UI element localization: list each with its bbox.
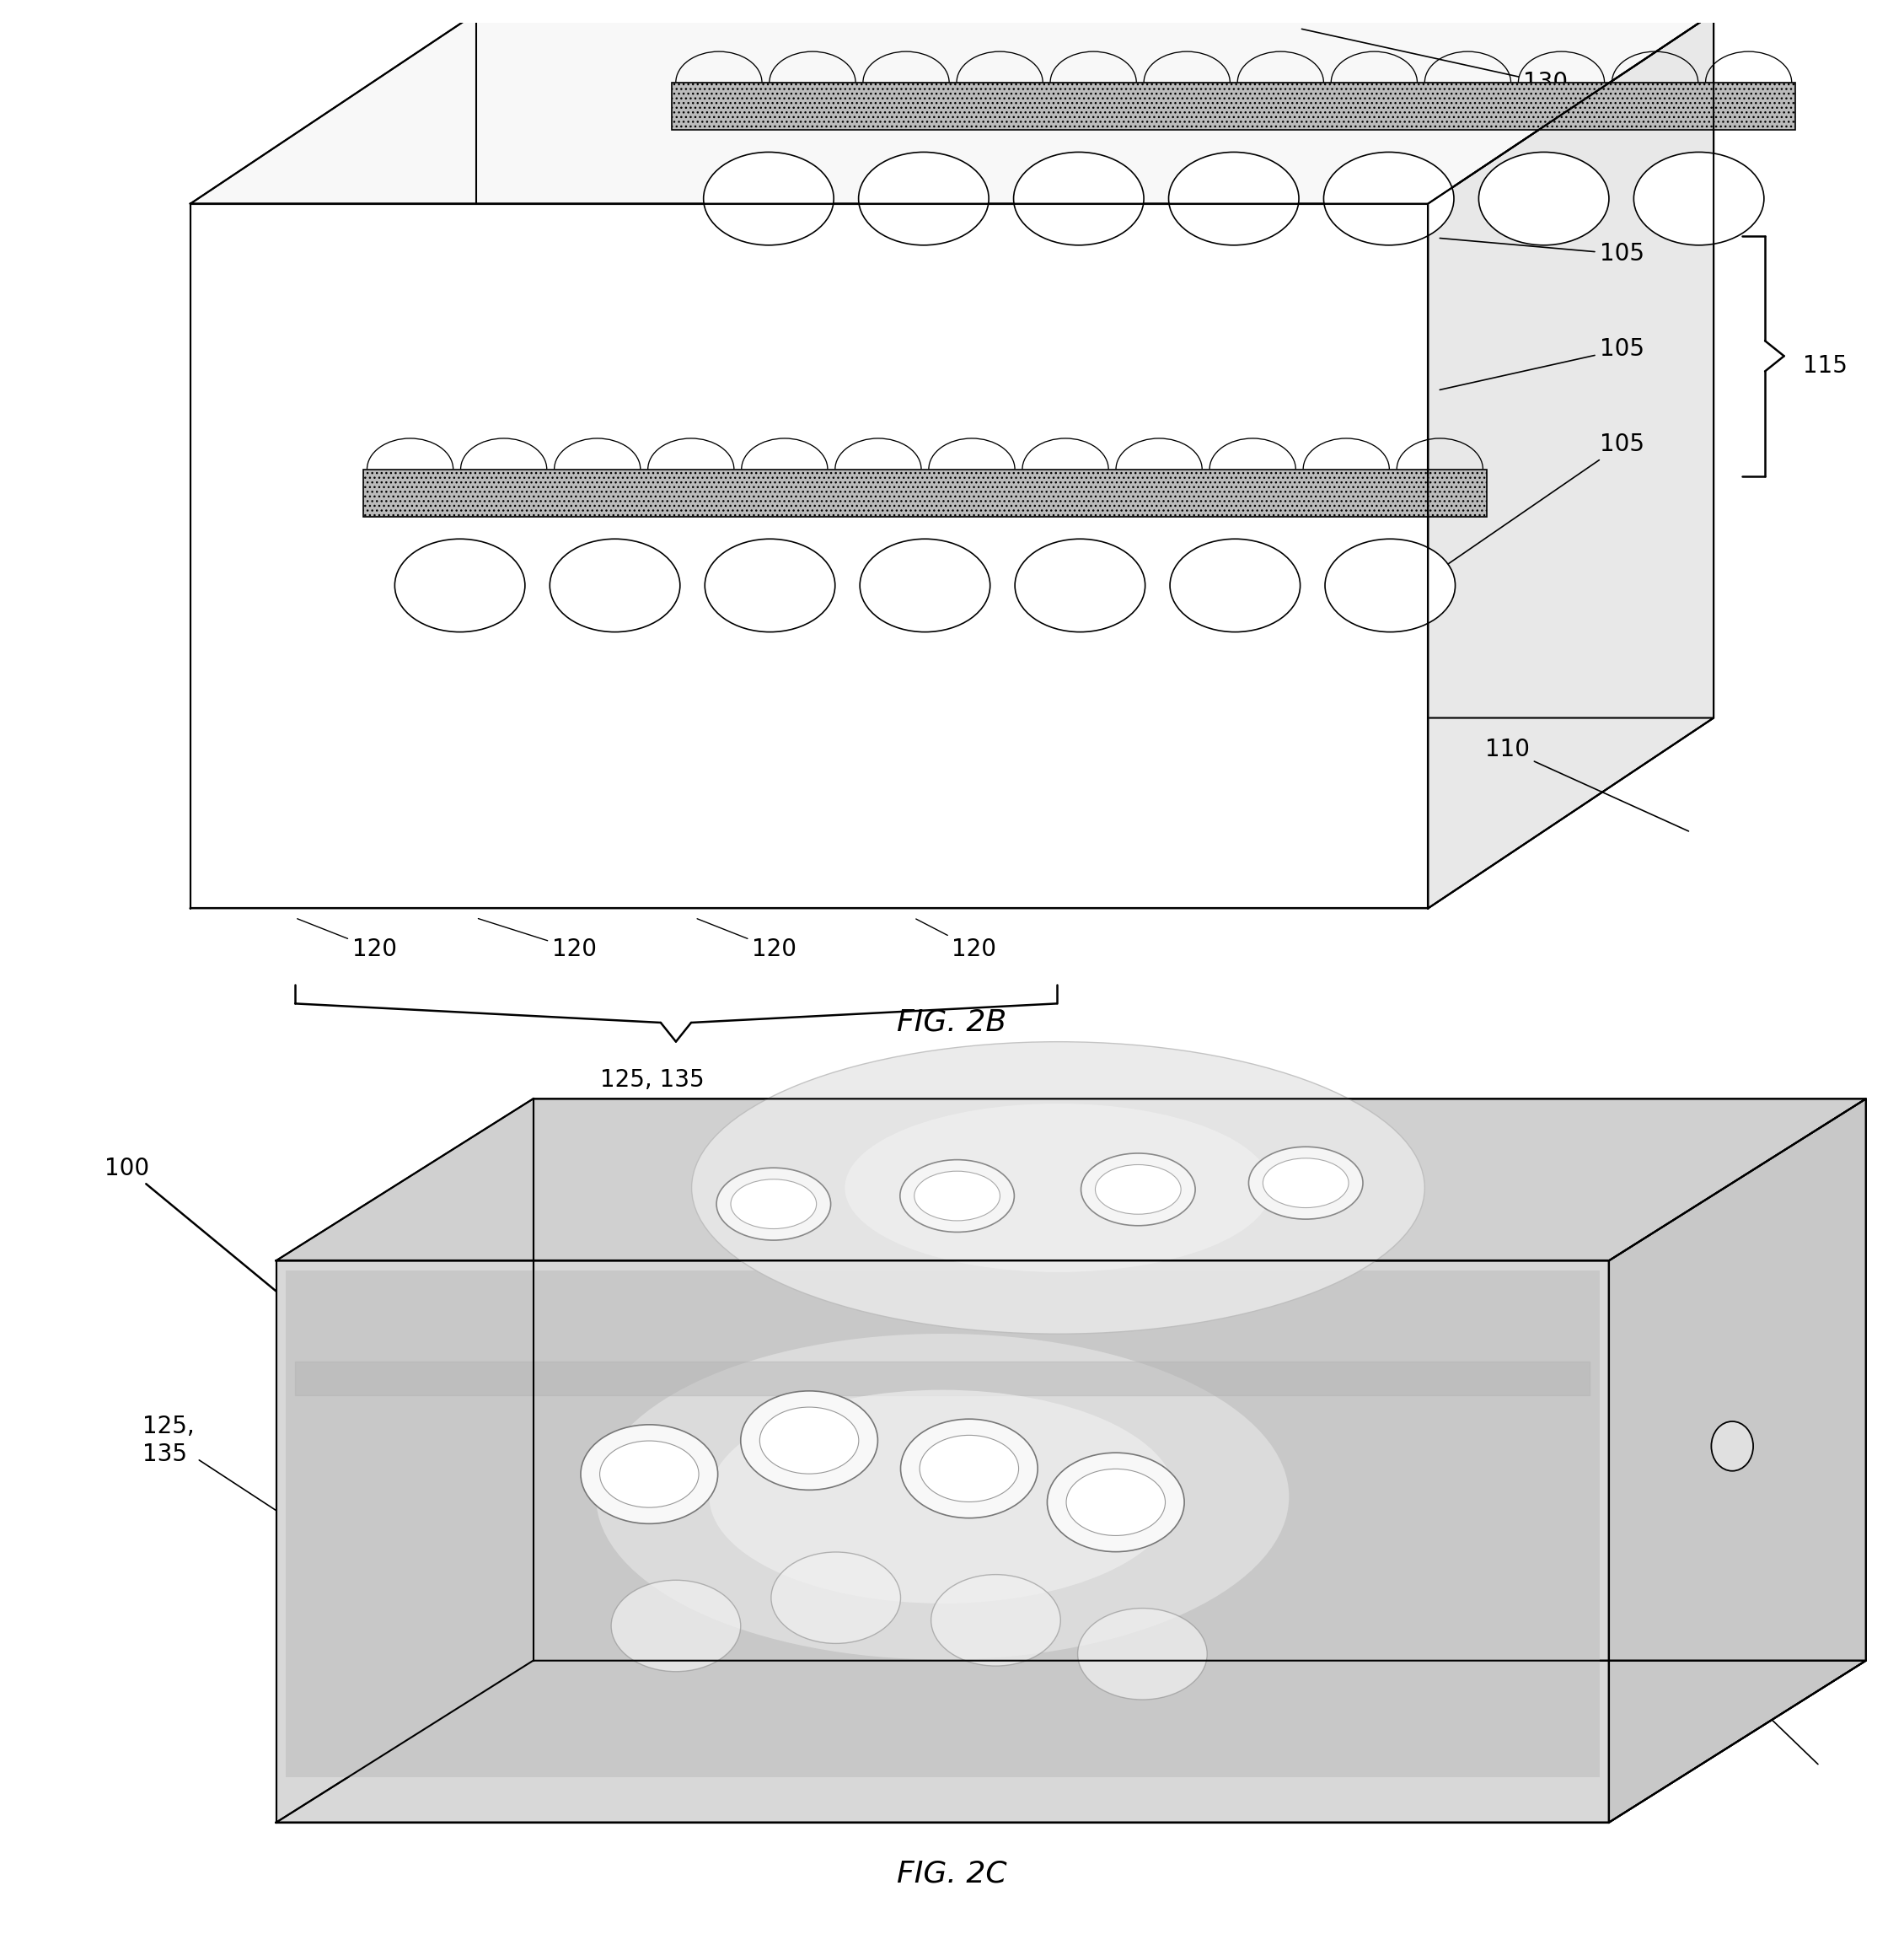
Ellipse shape — [901, 1420, 1038, 1517]
Ellipse shape — [703, 152, 834, 246]
Text: 120: 120 — [697, 918, 796, 961]
Ellipse shape — [1325, 538, 1455, 632]
Text: 105: 105 — [476, 1531, 674, 1609]
Ellipse shape — [550, 538, 680, 632]
Text: 105: 105 — [885, 1174, 1019, 1246]
Text: 120: 120 — [478, 918, 596, 961]
Text: FIG. 2C: FIG. 2C — [897, 1860, 1007, 1888]
Ellipse shape — [611, 1580, 741, 1671]
Text: 115a: 115a — [1656, 1205, 1750, 1314]
Ellipse shape — [914, 1172, 1000, 1221]
Ellipse shape — [708, 1390, 1175, 1603]
Ellipse shape — [1081, 1152, 1196, 1227]
Polygon shape — [190, 14, 1714, 203]
Ellipse shape — [920, 1435, 1019, 1502]
Polygon shape — [276, 1098, 1866, 1260]
Ellipse shape — [731, 1180, 817, 1228]
Ellipse shape — [1634, 152, 1763, 246]
Ellipse shape — [1323, 152, 1455, 246]
Ellipse shape — [691, 1041, 1424, 1334]
Ellipse shape — [859, 152, 988, 246]
Text: 130: 130 — [1302, 29, 1569, 94]
Text: 105: 105 — [1439, 238, 1643, 265]
Ellipse shape — [845, 1104, 1272, 1271]
Text: 100: 100 — [105, 1156, 406, 1398]
Text: 130: 130 — [1628, 1123, 1799, 1180]
Ellipse shape — [394, 538, 526, 632]
Ellipse shape — [596, 1334, 1289, 1659]
Text: 125, 135: 125, 135 — [600, 1069, 704, 1092]
Polygon shape — [1609, 1098, 1866, 1823]
Ellipse shape — [1479, 152, 1609, 246]
Text: 105: 105 — [1439, 337, 1643, 390]
Polygon shape — [276, 1661, 1866, 1823]
Text: 110: 110 — [1485, 737, 1689, 831]
Text: 110: 110 — [1523, 1490, 1818, 1765]
Text: 105: 105 — [1439, 433, 1643, 569]
Ellipse shape — [1249, 1147, 1363, 1219]
Ellipse shape — [861, 538, 990, 632]
Text: 120: 120 — [916, 918, 996, 961]
Ellipse shape — [1169, 152, 1299, 246]
Polygon shape — [190, 718, 1714, 909]
Ellipse shape — [1015, 538, 1144, 632]
Ellipse shape — [760, 1408, 859, 1474]
Ellipse shape — [1095, 1164, 1180, 1215]
Polygon shape — [672, 82, 1795, 131]
Ellipse shape — [1066, 1468, 1165, 1535]
Ellipse shape — [1262, 1158, 1348, 1207]
Polygon shape — [190, 203, 1428, 909]
Polygon shape — [1428, 14, 1714, 909]
Ellipse shape — [741, 1390, 878, 1490]
Ellipse shape — [716, 1168, 830, 1240]
Polygon shape — [364, 470, 1487, 517]
Text: 115: 115 — [1803, 353, 1847, 378]
Ellipse shape — [1169, 538, 1300, 632]
Text: 120: 120 — [971, 1531, 1034, 1618]
Text: 120: 120 — [581, 1182, 771, 1246]
Ellipse shape — [1047, 1453, 1184, 1552]
Text: 120: 120 — [297, 918, 396, 961]
Ellipse shape — [931, 1574, 1061, 1665]
Ellipse shape — [771, 1552, 901, 1644]
Text: FIG. 2B: FIG. 2B — [897, 1008, 1007, 1037]
Ellipse shape — [581, 1425, 718, 1523]
Polygon shape — [286, 1269, 1599, 1778]
Polygon shape — [276, 1260, 1609, 1823]
Ellipse shape — [600, 1441, 699, 1507]
Ellipse shape — [1712, 1422, 1754, 1470]
Ellipse shape — [901, 1160, 1015, 1232]
Text: 125,
135: 125, 135 — [143, 1416, 322, 1541]
Text: 115b: 115b — [1656, 1375, 1740, 1445]
Text: 120: 120 — [1139, 1168, 1186, 1246]
Ellipse shape — [1078, 1609, 1207, 1700]
Ellipse shape — [1013, 152, 1144, 246]
Ellipse shape — [704, 538, 836, 632]
